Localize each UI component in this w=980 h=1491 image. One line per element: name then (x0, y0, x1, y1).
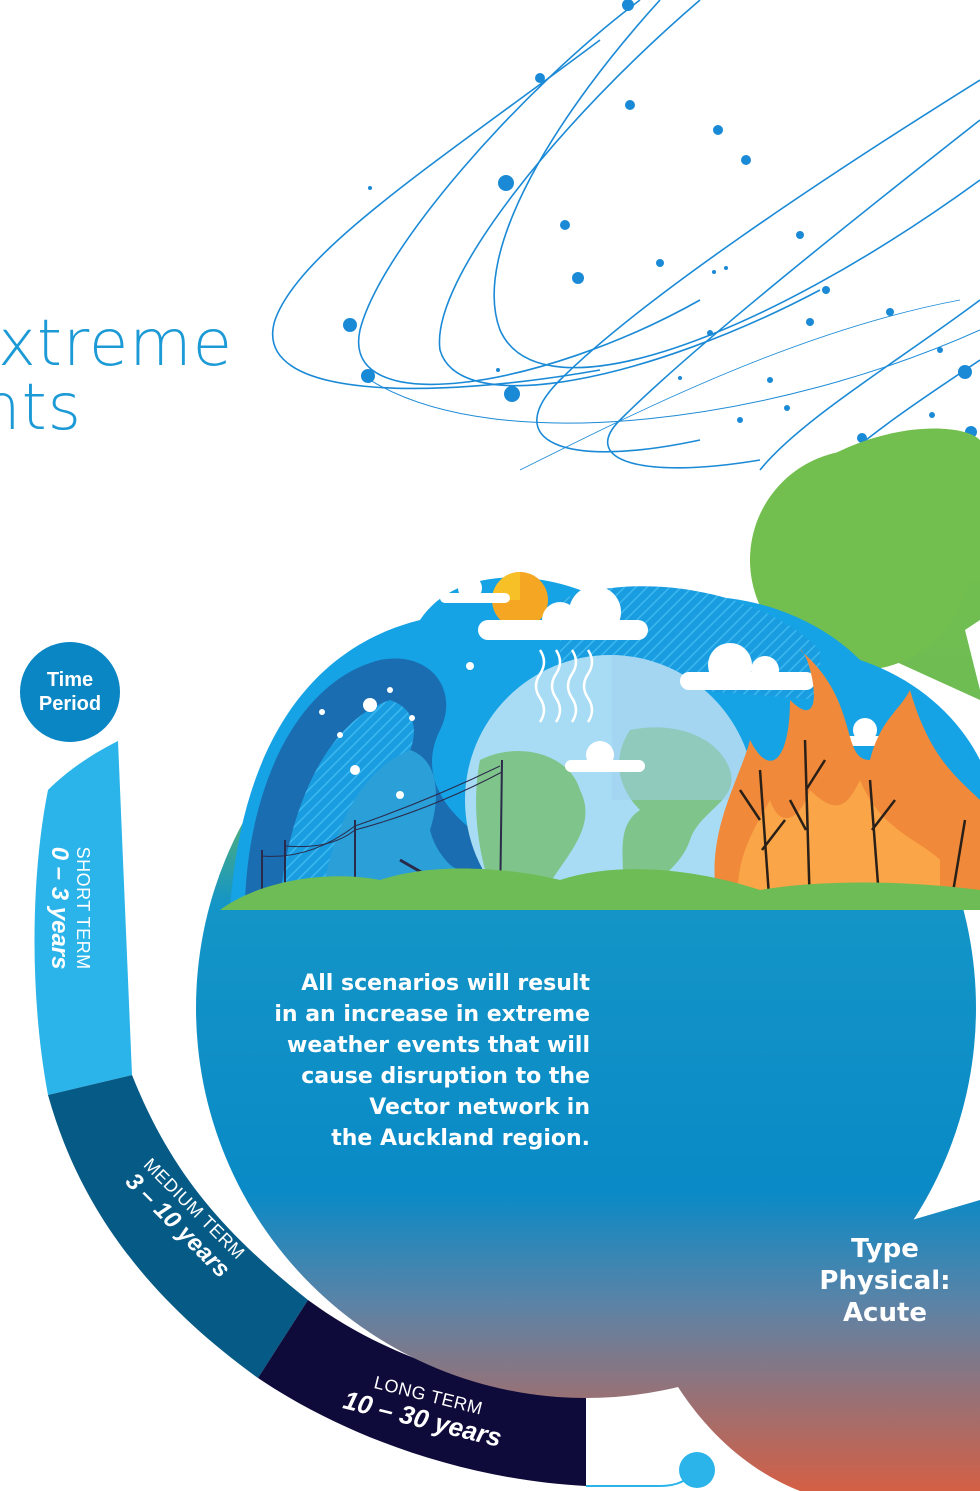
outcome-line: the Auckland region. (331, 1126, 590, 1151)
long-term-segment (258, 1300, 586, 1486)
bottom-connector (586, 1452, 715, 1488)
right-edge-cutout (965, 620, 980, 690)
page-heading-line-1: xtreme (0, 307, 233, 381)
scenario-outcome-text: All scenarios will result in an increase… (230, 968, 590, 1154)
outcome-line: weather events that will (287, 1033, 590, 1058)
outcome-line: All scenarios will result (301, 971, 590, 996)
time-period-badge-line-1: Time (46, 669, 94, 691)
outcome-line: cause disruption to the (301, 1064, 590, 1089)
time-period-badge-line-2: Period (38, 693, 102, 715)
short-term-segment (34, 741, 132, 1095)
risk-type-block: Type Physical: Acute (800, 1233, 970, 1329)
outcome-line: in an increase in extreme (274, 1002, 590, 1027)
medium-term-segment (48, 1075, 308, 1378)
risk-type-value-2: Acute (842, 1298, 928, 1328)
time-period-badge: Time Period (20, 642, 120, 742)
outcome-line: Vector network in (369, 1095, 590, 1120)
risk-type-heading: Type (851, 1234, 919, 1264)
short-term-years: 0 – 3 years (46, 846, 74, 970)
orbit-dots-decoration (343, 0, 977, 486)
orbit-swirls-decoration (272, 0, 980, 481)
short-term-label: SHORT TERM 0 – 3 years (46, 828, 94, 988)
page-heading-line-2: nts (0, 371, 82, 445)
climate-scene-illustration (220, 572, 980, 910)
risk-type-value-1: Physical: (819, 1266, 951, 1296)
short-term-name: SHORT TERM (73, 846, 94, 970)
